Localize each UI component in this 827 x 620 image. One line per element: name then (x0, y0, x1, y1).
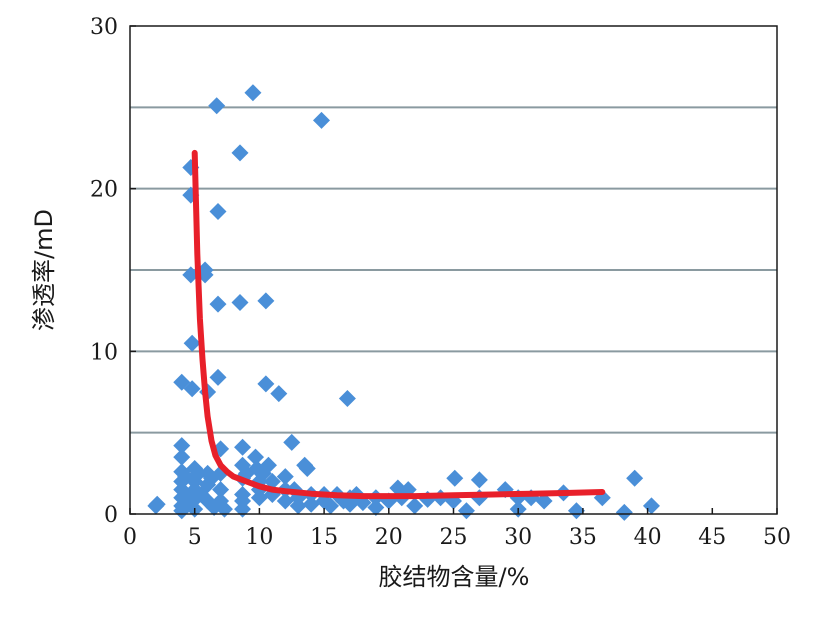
x-tick-label-30: 30 (504, 525, 532, 550)
scatter-point-59 (257, 292, 275, 310)
x-tick-label-15: 15 (310, 525, 338, 550)
scatter-point-40 (212, 481, 230, 499)
trend-curve-group (191, 149, 606, 500)
scatter-point-107 (567, 502, 585, 520)
x-tick-label-45: 45 (698, 525, 726, 550)
scatter-point-109 (615, 503, 633, 521)
scatter-point-75 (302, 495, 320, 513)
x-tick-label-40: 40 (634, 525, 662, 550)
y-tick-label-20: 20 (90, 178, 118, 203)
scatter-point-43 (231, 144, 249, 162)
scatter-point-61 (259, 456, 277, 474)
x-axis-title: 胶结物含量/% (379, 563, 530, 591)
scatter-point-60 (257, 375, 275, 393)
scatter-point-45 (234, 438, 252, 456)
scatter-point-34 (208, 97, 226, 115)
scatter-point-88 (367, 498, 385, 516)
grid-lines (130, 106, 777, 434)
x-tick-label-5: 5 (188, 525, 202, 550)
y-tick-label-0: 0 (104, 503, 118, 528)
y-tick-label-30: 30 (90, 15, 118, 40)
scatter-point-93 (406, 497, 424, 515)
scatter-point-79 (322, 497, 340, 515)
scatter-point-99 (470, 471, 488, 489)
scatter-point-24 (190, 464, 208, 482)
scatter-point-4 (173, 448, 191, 466)
scatter-point-65 (276, 468, 294, 486)
scatter-point-105 (535, 492, 553, 510)
scatter-point-76 (313, 111, 331, 129)
scatter-point-37 (209, 368, 227, 386)
scatter-point-44 (231, 294, 249, 312)
scatter-point-57 (250, 489, 268, 507)
scatter-point-64 (270, 385, 288, 403)
scatter-point-111 (642, 497, 660, 515)
scatter-point-17 (183, 334, 201, 352)
trend-curve (191, 149, 606, 500)
scatter-point-96 (446, 469, 464, 487)
x-tick-label-25: 25 (440, 525, 468, 550)
scatter-point-53 (247, 448, 265, 466)
scatter-point-35 (209, 202, 227, 220)
scatter-point-52 (244, 84, 262, 102)
y-tick-label-10: 10 (90, 340, 118, 365)
tick-labels: 0 5 10 15 20 25 30 35 40 45 50 0 10 20 30 (90, 15, 791, 550)
scatter-point-71 (289, 497, 307, 515)
y-axis-title: 渗透率/mD (30, 209, 58, 331)
scatter-point-36 (209, 295, 227, 313)
scatter-point-67 (276, 492, 294, 510)
scatter-point-110 (626, 469, 644, 487)
x-tick-label-0: 0 (123, 525, 137, 550)
scatter-point-1 (148, 495, 166, 513)
scatter-point-3 (173, 437, 191, 455)
x-tick-label-35: 35 (569, 525, 597, 550)
x-tick-label-10: 10 (245, 525, 273, 550)
scatter-point-98 (457, 502, 475, 520)
scatter-point-73 (298, 459, 316, 477)
scatter-point-18 (183, 380, 201, 398)
scatter-points (147, 84, 660, 521)
x-tick-label-20: 20 (375, 525, 403, 550)
x-tick-label-50: 50 (763, 525, 791, 550)
scatter-point-82 (338, 390, 356, 408)
scatter-point-68 (283, 433, 301, 451)
